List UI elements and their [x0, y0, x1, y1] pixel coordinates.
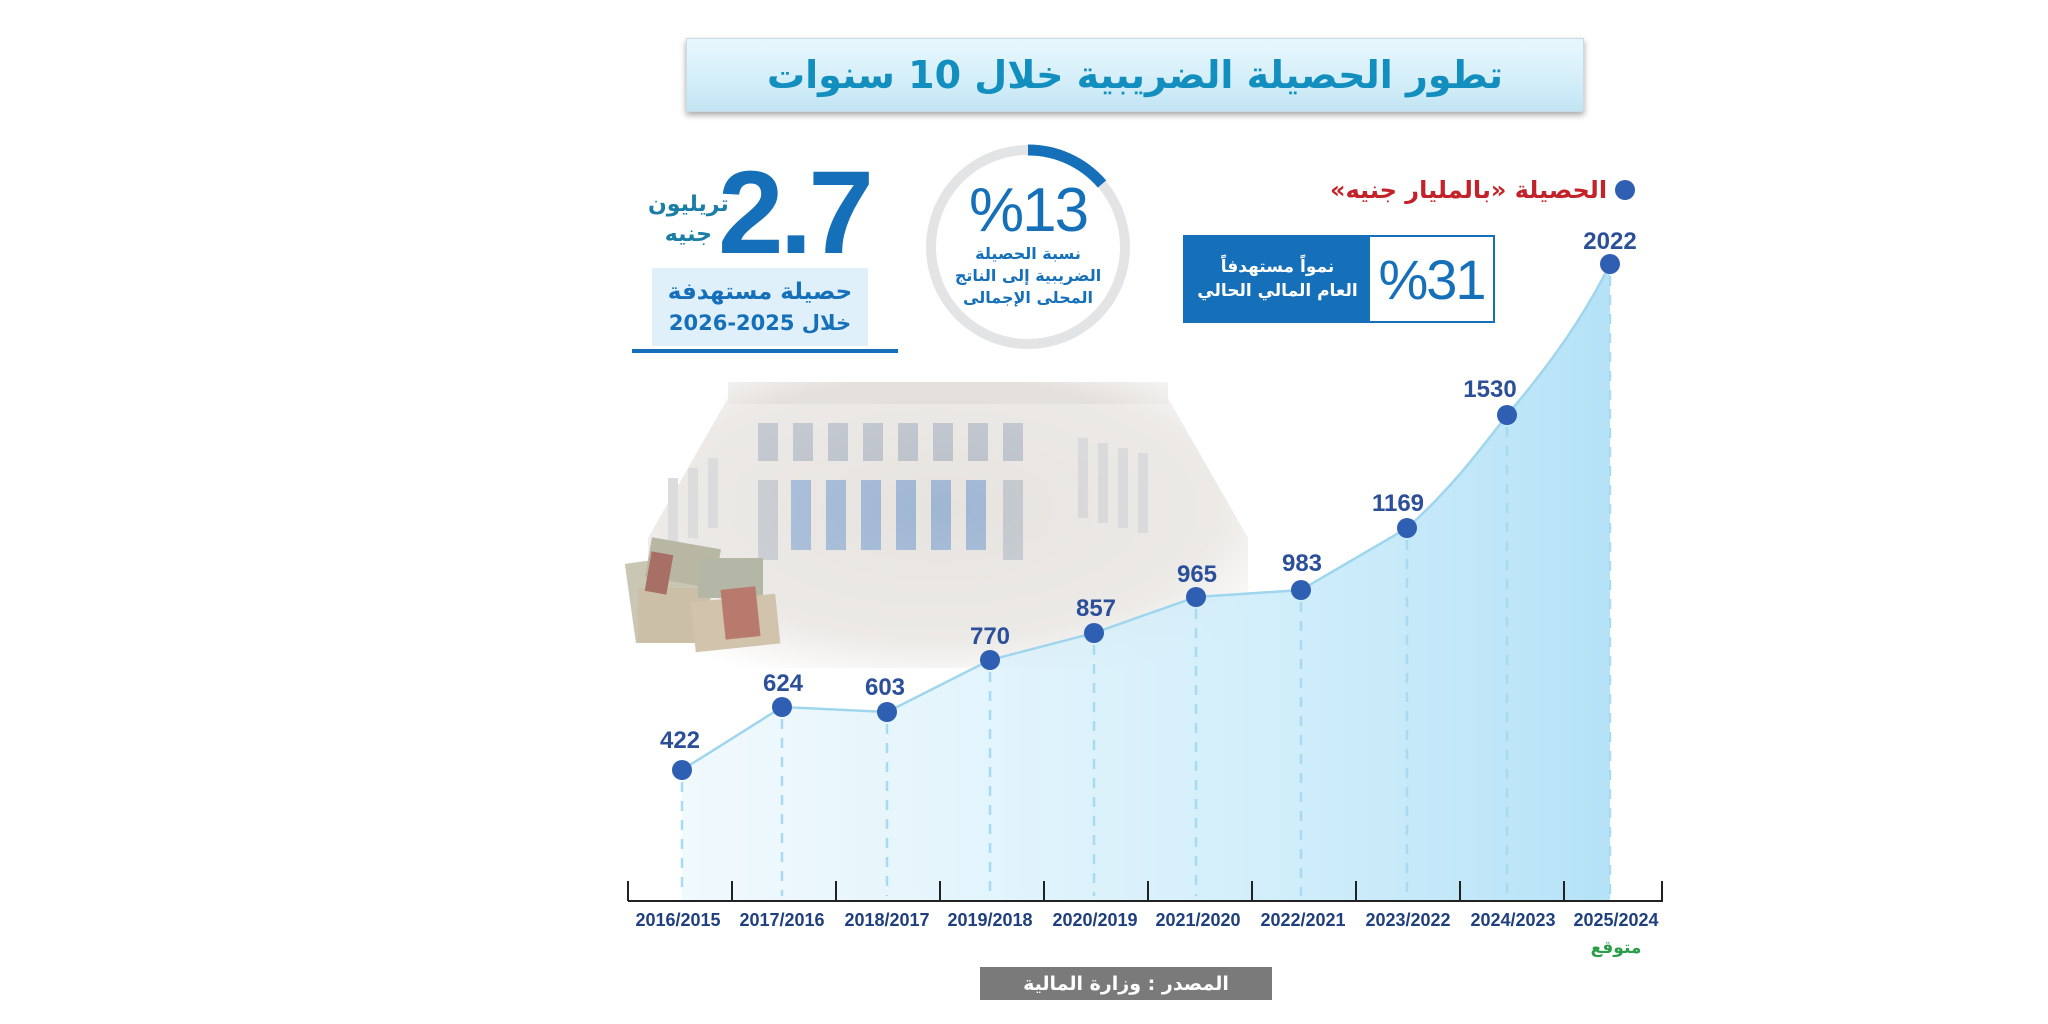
target-underline-divider: [632, 349, 898, 353]
category-label: 2023/2022: [1365, 910, 1450, 930]
category-label: 2024/2023: [1470, 910, 1555, 930]
growth-label-line2: العام المالي الحالي: [1197, 281, 1358, 301]
target-revenue-value: 2.7: [718, 147, 874, 279]
category-label: 2025/2024: [1573, 910, 1658, 930]
target-revenue-unit: تريليون جنيه: [648, 190, 729, 250]
legend-marker-icon: [1615, 180, 1636, 200]
gdp-ratio-content: %13 نسبة الحصيلة الضريبية إلى الناتج الم…: [924, 143, 1132, 351]
ministry-building-photo: [608, 368, 1268, 678]
forecast-label: متوقع: [1591, 938, 1642, 958]
gdp-ratio-ring: [926, 144, 1130, 349]
x-axis: [627, 881, 1663, 902]
category-label: 2021/2020: [1155, 910, 1240, 930]
target-unit-line2: جنيه: [664, 222, 712, 247]
target-revenue-panel: حصيلة مستهدفة خلال 2025-2026: [652, 268, 868, 346]
growth-label-line1: نمواً مستهدفاً: [1220, 257, 1335, 277]
legend-label: الحصيلة «بالمليار جنيه»: [1330, 176, 1608, 204]
target-unit-line1: تريليون: [648, 192, 729, 217]
chart-legend: الحصيلة «بالمليار جنيه»: [1330, 176, 1636, 204]
source-credit: المصدر : وزارة المالية: [980, 967, 1272, 1000]
growth-target-box: نمواً مستهدفاً العام المالي الحالي %31: [1183, 235, 1495, 323]
growth-target-value: %31: [1378, 247, 1486, 311]
target-desc-line1: حصيلة مستهدفة: [667, 279, 853, 305]
category-label: 2016/2015: [635, 910, 720, 930]
value-label: 1169: [1372, 490, 1424, 517]
category-label: 2022/2021: [1260, 910, 1345, 930]
gdp-ratio-caption-1: نسبة الحصيلة: [975, 244, 1081, 263]
value-label: 1530: [1463, 376, 1516, 403]
target-desc-line2: خلال 2025-2026: [668, 311, 852, 335]
gdp-ratio-value: %13: [968, 176, 1089, 245]
category-label: 2017/2016: [739, 910, 824, 930]
category-label: 2020/2019: [1052, 910, 1137, 930]
value-label: 603: [865, 674, 905, 701]
value-label: 422: [660, 727, 700, 754]
category-label: 2019/2018: [947, 910, 1032, 930]
gdp-ratio-caption-2: الضريبية إلى الناتج: [954, 266, 1102, 285]
value-label: 983: [1282, 550, 1322, 577]
title-banner: تطور الحصيلة الضريبية خلال 10 سنوات: [686, 38, 1584, 112]
growth-target-label: نمواً مستهدفاً العام المالي الحالي: [1185, 237, 1370, 321]
category-labels: 2016/2015 2017/2016 2018/2017 2019/2018 …: [635, 910, 1658, 930]
page-title: تطور الحصيلة الضريبية خلال 10 سنوات: [766, 53, 1504, 97]
category-label: 2018/2017: [844, 910, 929, 930]
gdp-ratio-caption-3: المحلى الإجمالى: [963, 288, 1093, 307]
value-label: 2022: [1583, 228, 1636, 255]
